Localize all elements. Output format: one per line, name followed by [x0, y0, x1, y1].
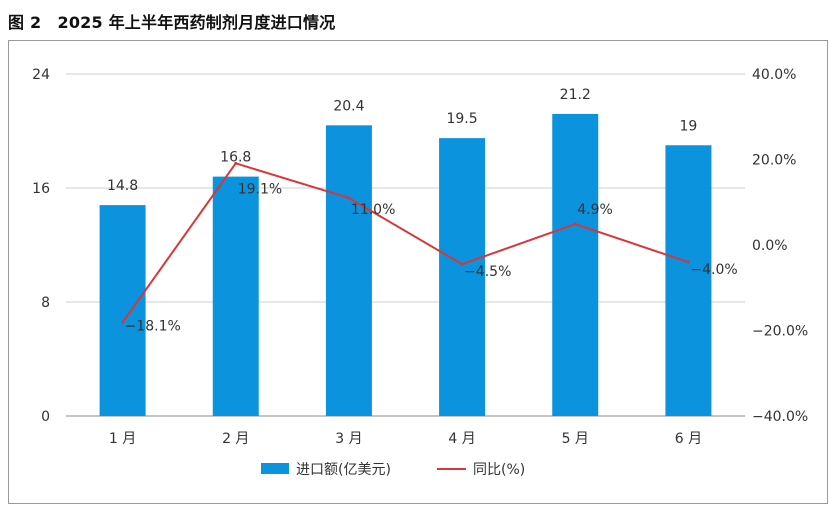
- legend-bar-label: 进口额(亿美元): [296, 462, 391, 478]
- bar-value-label: 19: [680, 118, 698, 134]
- x-tick-label: 2 月: [222, 431, 249, 447]
- y-left-tick-label: 8: [41, 295, 50, 311]
- y-right-tick-label: 20.0%: [752, 153, 796, 169]
- bar-6: [665, 145, 712, 416]
- yoy-point: [347, 196, 351, 200]
- yoy-point: [573, 222, 577, 226]
- x-tick-label: 3 月: [335, 431, 362, 447]
- bar-4: [439, 138, 486, 416]
- y-left-tick-label: 0: [41, 409, 50, 425]
- y-right-tick-label: −20.0%: [752, 324, 808, 340]
- bar-value-label: 20.4: [333, 98, 364, 114]
- bar-5: [552, 113, 599, 417]
- x-tick-label: 1 月: [109, 431, 136, 447]
- bar-2: [212, 176, 259, 416]
- figure-title: 图 2 2025 年上半年西药制剂月度进口情况: [8, 13, 336, 32]
- x-tick-label: 4 月: [448, 431, 475, 447]
- chart-frame: [8, 40, 828, 504]
- yoy-point: [121, 320, 125, 324]
- y-right-tick-label: 40.0%: [752, 67, 796, 83]
- yoy-value-label: −4.0%: [690, 262, 737, 278]
- bar-value-label: 19.5: [446, 111, 477, 127]
- bar-value-label: 21.2: [560, 87, 591, 103]
- legend-line-label: 同比(%): [473, 462, 525, 478]
- bar-1: [99, 205, 146, 416]
- yoy-value-label: −18.1%: [125, 318, 181, 334]
- y-right-tick-label: 0.0%: [752, 238, 788, 254]
- yoy-value-label: 11.0%: [351, 202, 395, 218]
- yoy-point: [460, 262, 464, 266]
- yoy-value-label: 19.1%: [238, 181, 282, 197]
- x-tick-label: 5 月: [562, 431, 589, 447]
- yoy-value-label: 4.9%: [577, 202, 613, 218]
- yoy-point: [686, 260, 690, 264]
- y-left-tick-label: 16: [32, 181, 50, 197]
- legend-bar-swatch: [261, 463, 289, 474]
- yoy-point: [234, 161, 238, 165]
- x-tick-label: 6 月: [675, 431, 702, 447]
- y-left-tick-label: 24: [32, 67, 50, 83]
- yoy-value-label: −4.5%: [464, 264, 511, 280]
- yoy-line: [121, 162, 689, 323]
- bar-value-label: 16.8: [220, 150, 251, 166]
- bar-3: [325, 125, 372, 417]
- bar-value-label: 14.8: [107, 178, 138, 194]
- y-right-tick-label: −40.0%: [752, 409, 808, 425]
